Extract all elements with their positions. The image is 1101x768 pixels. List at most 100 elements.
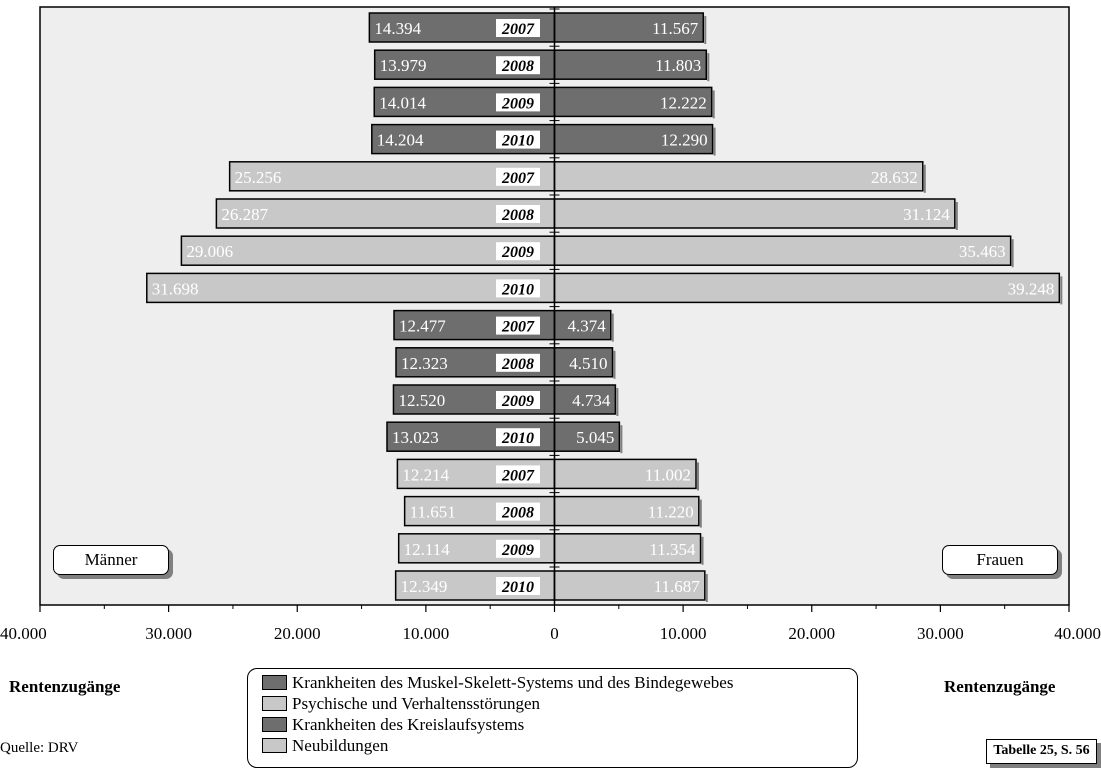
bar-women (553, 421, 621, 452)
legend-swatch (262, 738, 287, 753)
women-value-label: 11.803 (655, 56, 701, 75)
bar-women (553, 384, 617, 415)
women-label: Frauen (976, 550, 1024, 569)
women-value-label: 28.632 (871, 168, 918, 187)
women-value-label: 11.567 (652, 19, 699, 38)
men-value-label: 29.006 (186, 242, 233, 261)
year-label: 2007 (501, 467, 535, 484)
legend-swatch (262, 717, 287, 732)
bar-women (553, 272, 1061, 304)
year-label-box (496, 93, 540, 112)
bar-men (180, 235, 556, 266)
year-label-box (496, 316, 540, 335)
women-value-label: 11.354 (649, 540, 696, 559)
men-value-label: 13.979 (380, 56, 427, 75)
x-tick-label: 40.000 (0, 624, 47, 643)
men-value-label: 12.520 (398, 391, 445, 410)
year-label-box (496, 428, 540, 447)
x-tick-label: 30.000 (145, 624, 192, 643)
legend-label: Krankheiten des Muskel-Skelett-Systems u… (292, 673, 734, 692)
women-value-label: 5.045 (576, 428, 614, 447)
bar-women (553, 198, 956, 229)
bar-women (553, 458, 697, 490)
women-value-label: 11.002 (645, 465, 691, 484)
left-footer-label: Rentenzugänge (9, 677, 121, 696)
bar-women (553, 495, 700, 527)
year-label-box (496, 167, 540, 186)
legend-swatch (262, 675, 287, 690)
year-label: 2009 (501, 393, 534, 410)
year-label-box (496, 502, 540, 521)
legend: Krankheiten des Muskel-Skelett-Systems u… (247, 668, 858, 768)
year-label-box (496, 465, 540, 484)
year-label-box (496, 539, 540, 558)
chart: 40.000 30.000 20.000 10.000 0 10.000 20.000 30.… (0, 6, 1101, 643)
bar-women (553, 533, 702, 564)
x-tick-label: 10.000 (660, 624, 707, 643)
women-value-label: 35.463 (959, 242, 1006, 261)
men-value-label: 26.287 (221, 205, 268, 224)
year-label: 2010 (501, 133, 534, 150)
legend-label: Psychische und Verhaltensstörungen (292, 694, 541, 713)
men-value-label: 31.698 (152, 279, 199, 298)
legend-item: Psychische und Verhaltensstörungen (262, 693, 857, 714)
bar-women (553, 86, 713, 118)
women-value-label: 11.687 (654, 577, 701, 596)
year-label-box (496, 56, 540, 75)
year-label-box (496, 205, 540, 223)
year-label: 2007 (501, 319, 535, 336)
x-tick-label: 30.000 (917, 624, 964, 643)
legend-label: Neubildungen (292, 736, 389, 755)
men-value-label: 14.204 (377, 131, 424, 150)
men-value-label: 12.114 (404, 540, 451, 559)
men-value-label: 12.214 (402, 465, 449, 484)
source-note: Quelle: DRV (0, 740, 79, 756)
x-tick-label: 20.000 (788, 624, 835, 643)
men-value-label: 12.477 (399, 317, 446, 336)
right-footer-label: Rentenzugänge (944, 677, 1056, 696)
x-tick-label: 40.000 (1054, 624, 1101, 643)
year-label: 2007 (501, 21, 535, 38)
bar-women (553, 347, 614, 378)
year-label-box (496, 279, 540, 298)
year-label: 2010 (501, 281, 534, 298)
men-value-label: 14.394 (374, 19, 421, 38)
year-label: 2010 (501, 579, 534, 596)
women-value-label: 4.734 (572, 391, 611, 410)
year-label: 2009 (501, 95, 534, 112)
legend-label: Krankheiten des Kreislaufsystems (292, 715, 525, 734)
table-reference: Tabelle 25, S. 56 (986, 739, 1097, 764)
men-label-box: Männer (53, 545, 169, 575)
men-label: Männer (84, 550, 138, 569)
women-value-label: 4.374 (568, 317, 607, 336)
legend-item: Krankheiten des Muskel-Skelett-Systems u… (262, 672, 857, 693)
bar-women (553, 309, 612, 341)
year-label-box (496, 242, 540, 261)
men-value-label: 14.014 (379, 93, 426, 112)
women-value-label: 12.290 (661, 131, 708, 150)
year-label: 2008 (501, 356, 534, 373)
year-label: 2009 (501, 244, 534, 261)
year-label-box (496, 577, 540, 595)
legend-item: Krankheiten des Kreislaufsystems (262, 714, 857, 735)
bar-women (553, 123, 714, 155)
year-label: 2007 (501, 170, 535, 187)
bar-women (553, 235, 1012, 266)
women-value-label: 11.220 (648, 503, 694, 522)
women-value-label: 12.222 (660, 93, 707, 112)
men-value-label: 12.323 (401, 354, 448, 373)
legend-swatch (262, 696, 287, 711)
year-label: 2009 (501, 542, 534, 559)
men-value-label: 25.256 (235, 168, 282, 187)
year-label-box (496, 353, 540, 372)
year-label: 2008 (501, 505, 534, 522)
women-label-box: Frauen (942, 545, 1058, 575)
bar-men (146, 272, 556, 304)
year-label: 2010 (501, 430, 534, 447)
year-label-box (496, 19, 540, 37)
year-label-box (496, 391, 540, 409)
year-label-box (496, 130, 540, 149)
men-value-label: 11.651 (410, 503, 456, 522)
x-tick-label: 20.000 (274, 624, 321, 643)
x-tick-label: 0 (550, 624, 559, 643)
